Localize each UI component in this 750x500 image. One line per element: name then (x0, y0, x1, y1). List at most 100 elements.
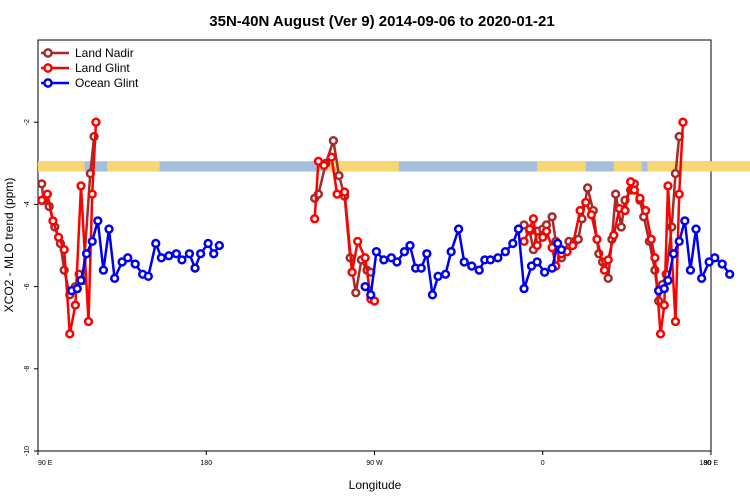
legend-label: Ocean Glint (75, 76, 139, 90)
land-band-segment (107, 161, 160, 172)
data-point (611, 189, 621, 199)
data-point (519, 284, 529, 294)
data-point (104, 224, 114, 234)
data-point (493, 253, 503, 263)
data-point (586, 210, 597, 220)
data-point (351, 288, 361, 298)
chart-title: 35N-40N August (Ver 9) 2014-09-06 to 202… (209, 13, 554, 30)
data-point (81, 249, 92, 259)
x-tick-label: 90 W (366, 460, 383, 467)
x-tick-label: 90 E (704, 460, 719, 467)
x-axis-title: Longitude (349, 478, 402, 492)
data-point (76, 181, 86, 191)
legend-item: Land Nadir (41, 46, 134, 60)
data-point (717, 259, 727, 269)
data-point (581, 197, 591, 207)
data-point (379, 255, 389, 265)
plot-frame (37, 39, 712, 452)
data-point (663, 181, 673, 191)
data-point (171, 249, 181, 259)
data-point (109, 273, 120, 284)
data-point (513, 224, 524, 234)
data-point (164, 251, 174, 261)
x-tick-label: 90 E (38, 460, 53, 467)
data-point (528, 214, 539, 224)
data-point (422, 249, 432, 259)
data-point (620, 205, 630, 216)
data-point (37, 179, 47, 189)
data-point (347, 267, 357, 277)
data-point (360, 281, 370, 292)
data-point (209, 249, 219, 259)
data-point (37, 195, 47, 205)
data-point (541, 226, 552, 236)
land-ocean-band (38, 161, 750, 172)
data-point (603, 255, 613, 265)
data-point (467, 261, 477, 271)
data-point (177, 255, 187, 265)
data-point (405, 240, 415, 251)
legend-marker (43, 48, 53, 58)
data-point (91, 117, 101, 127)
data-point (53, 232, 64, 242)
data-point (143, 271, 153, 281)
data-point (203, 238, 213, 249)
data-point (646, 234, 656, 244)
data-point (519, 236, 529, 247)
data-point (184, 249, 195, 259)
data-point (65, 329, 75, 339)
legend-marker (43, 78, 53, 88)
data-point (525, 224, 535, 234)
data-point (392, 257, 402, 267)
x-tick-label: 0 (541, 460, 545, 467)
y-tick-label: -8 (24, 366, 31, 372)
data-point (332, 189, 342, 199)
x-tick-label: 180 (699, 460, 711, 467)
data-point (310, 214, 320, 224)
data-point (156, 253, 167, 263)
data-point (151, 238, 161, 249)
data-point (685, 265, 696, 275)
data-point (674, 236, 684, 247)
legend-item: Ocean Glint (41, 76, 139, 90)
data-point (453, 224, 464, 234)
data-point (433, 271, 443, 281)
x-tick-label: 180 (200, 460, 212, 467)
data-point (609, 230, 619, 240)
data-point (635, 193, 645, 203)
data-point (319, 160, 329, 171)
data-point (603, 273, 613, 284)
legend-item: Land Glint (41, 61, 130, 75)
data-point (485, 255, 496, 265)
data-point (48, 216, 58, 226)
data-point (539, 267, 550, 277)
data-point (670, 168, 681, 179)
data-point (83, 316, 94, 327)
data-point (547, 263, 557, 273)
series-line (313, 155, 376, 303)
data-point (366, 290, 376, 300)
y-tick-label: -2 (24, 119, 31, 125)
data-point (575, 205, 585, 216)
legend-label: Land Nadir (75, 46, 134, 60)
data-point (500, 247, 511, 257)
data-point (670, 316, 681, 327)
data-point (76, 275, 86, 286)
land-band-segment (38, 161, 85, 172)
data-point (360, 253, 370, 263)
series-line (40, 122, 98, 336)
land-band-segment (537, 161, 586, 172)
y-axis-title: XCO2 - MLO trend (ppm) (2, 178, 16, 313)
data-point (474, 265, 484, 275)
data-point (190, 263, 200, 273)
data-point (93, 216, 103, 226)
data-point (214, 240, 224, 251)
series-layer (37, 117, 735, 339)
y-tick-label: -6 (24, 283, 31, 289)
data-point (659, 300, 669, 310)
data-point (427, 290, 438, 300)
data-point (339, 187, 350, 197)
data-point (668, 249, 679, 259)
data-point (87, 236, 97, 247)
